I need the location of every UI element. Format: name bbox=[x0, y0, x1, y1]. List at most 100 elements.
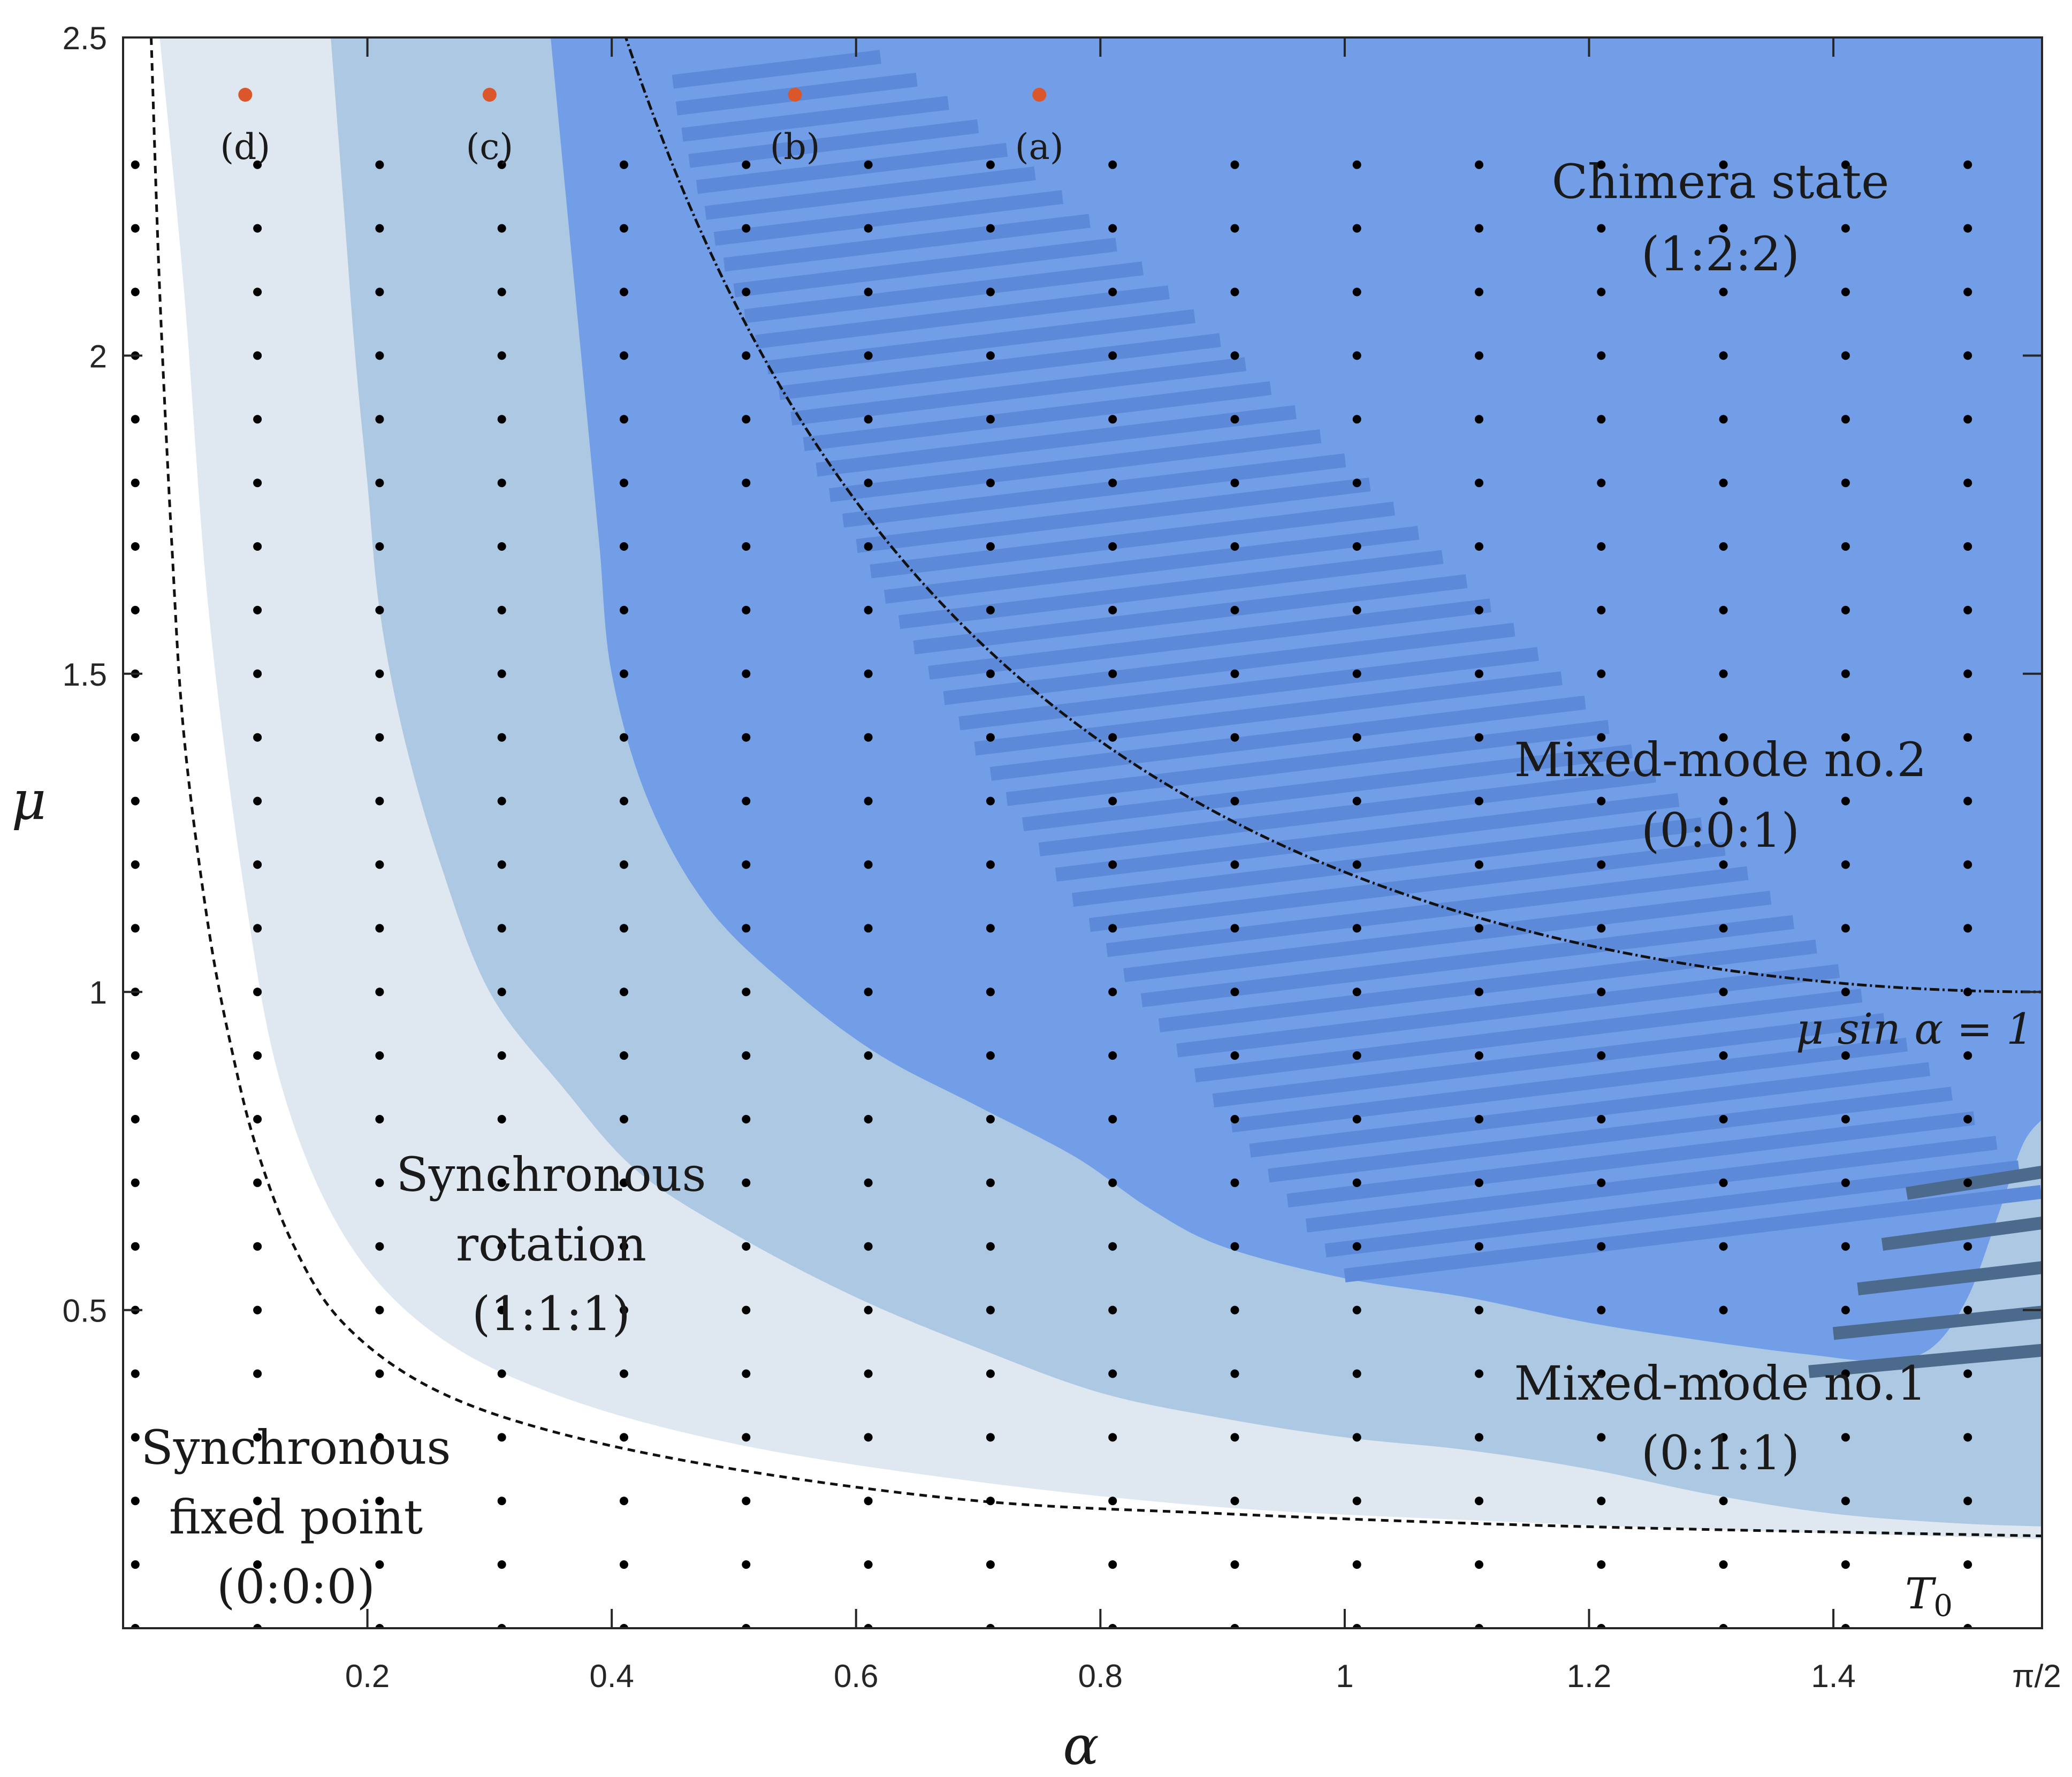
sample-point bbox=[1475, 1369, 1483, 1378]
sample-point bbox=[864, 415, 873, 424]
sample-point bbox=[1841, 669, 1850, 678]
sample-point bbox=[742, 733, 751, 742]
sample-point bbox=[620, 1369, 628, 1378]
sample-point bbox=[620, 605, 628, 614]
sample-point bbox=[1475, 1305, 1483, 1315]
sample-point bbox=[620, 224, 628, 233]
sample-point bbox=[1352, 1178, 1361, 1187]
hatch-stroke bbox=[1072, 817, 1703, 907]
hatch-stroke bbox=[713, 190, 1064, 246]
highlight-point bbox=[482, 88, 497, 102]
sample-point bbox=[1719, 669, 1728, 678]
sample-point bbox=[620, 1560, 628, 1569]
sample-point bbox=[131, 733, 140, 742]
sample-point bbox=[864, 669, 873, 678]
sample-point bbox=[1352, 924, 1361, 933]
hatch-stroke bbox=[1268, 1087, 1953, 1183]
sample-point bbox=[742, 1369, 751, 1378]
sample-point bbox=[986, 1305, 995, 1315]
sample-point bbox=[497, 669, 506, 678]
sample-point bbox=[986, 605, 995, 614]
sample-point bbox=[864, 988, 873, 997]
label-mixed-mode-1: Mixed-mode no.1 bbox=[1514, 1356, 1927, 1411]
sample-point bbox=[1963, 1560, 1972, 1569]
sample-point bbox=[620, 1051, 628, 1060]
x-axis-title: α bbox=[1063, 1714, 1099, 1777]
sample-point bbox=[1597, 1115, 1606, 1123]
sample-point bbox=[1475, 733, 1483, 742]
hatch-stroke bbox=[913, 574, 1468, 655]
sample-point bbox=[1597, 287, 1606, 297]
sample-point bbox=[131, 1051, 140, 1060]
hatch-stroke bbox=[1324, 1160, 2020, 1258]
sample-point bbox=[1841, 479, 1850, 488]
sample-point bbox=[864, 1369, 873, 1378]
y-tick-label: 1.5 bbox=[63, 657, 107, 693]
sample-point bbox=[1475, 1560, 1483, 1569]
sample-point bbox=[864, 1497, 873, 1506]
sample-point bbox=[620, 287, 628, 297]
sample-point bbox=[1963, 1433, 1972, 1442]
sample-point bbox=[375, 1305, 384, 1315]
sample-point bbox=[131, 160, 140, 169]
sample-point bbox=[1108, 479, 1117, 488]
sample-point bbox=[131, 479, 140, 488]
sample-point bbox=[864, 1178, 873, 1187]
sample-point bbox=[620, 733, 628, 742]
sample-point bbox=[375, 860, 384, 869]
sample-point bbox=[1719, 1305, 1728, 1315]
hatch-stroke bbox=[803, 381, 1272, 451]
sample-point bbox=[253, 924, 262, 933]
sample-point bbox=[131, 287, 140, 297]
sample-point bbox=[1963, 160, 1972, 169]
sample-point bbox=[253, 605, 262, 614]
sample-point bbox=[1719, 860, 1728, 869]
highlight-point bbox=[1032, 88, 1047, 102]
sample-point bbox=[1475, 479, 1483, 488]
sample-point bbox=[864, 1560, 873, 1569]
sample-point bbox=[1108, 1369, 1117, 1378]
sample-point bbox=[1108, 542, 1117, 551]
sample-point bbox=[742, 1305, 751, 1315]
sample-point bbox=[253, 415, 262, 424]
label-synchronous-fixed-point-1: Synchronous bbox=[141, 1420, 451, 1475]
sample-point bbox=[1352, 733, 1361, 742]
sample-point bbox=[1719, 605, 1728, 614]
sample-point bbox=[1230, 924, 1239, 933]
hatch-stroke bbox=[1249, 1062, 1930, 1158]
sample-point bbox=[1475, 542, 1483, 551]
sample-point bbox=[1841, 1369, 1850, 1378]
sample-point bbox=[375, 542, 384, 551]
sample-point bbox=[742, 1115, 751, 1123]
curve-mu-sin-alpha bbox=[624, 37, 2042, 993]
sample-point bbox=[1475, 1051, 1483, 1060]
sample-point bbox=[131, 860, 140, 869]
sample-point bbox=[375, 988, 384, 997]
sample-point bbox=[497, 605, 506, 614]
sample-point bbox=[1597, 796, 1606, 806]
sample-point bbox=[1963, 1242, 1972, 1251]
hatch-stroke bbox=[1212, 1013, 1885, 1108]
sample-point bbox=[497, 1305, 506, 1315]
sample-point bbox=[1230, 160, 1239, 169]
highlight-point-label: (d) bbox=[220, 126, 270, 168]
sample-point bbox=[1475, 796, 1483, 806]
sample-point bbox=[253, 1433, 262, 1442]
sample-point bbox=[1352, 224, 1361, 233]
sample-point bbox=[620, 1178, 628, 1187]
sample-point bbox=[864, 1242, 873, 1251]
sample-point bbox=[742, 415, 751, 424]
sample-point bbox=[1352, 415, 1361, 424]
hatch-stroke bbox=[723, 214, 1091, 272]
label-T0: T0 bbox=[1905, 1569, 1953, 1623]
sample-point bbox=[1841, 860, 1850, 869]
sample-point bbox=[986, 1560, 995, 1569]
sample-point bbox=[253, 669, 262, 678]
sample-point bbox=[1108, 1305, 1117, 1315]
sample-point bbox=[497, 1178, 506, 1187]
hatch-stroke bbox=[766, 309, 1195, 375]
hatch-dark-stroke bbox=[1857, 1261, 2042, 1296]
sample-point bbox=[1230, 1560, 1239, 1569]
sample-point bbox=[742, 988, 751, 997]
sample-point bbox=[1230, 1369, 1239, 1378]
